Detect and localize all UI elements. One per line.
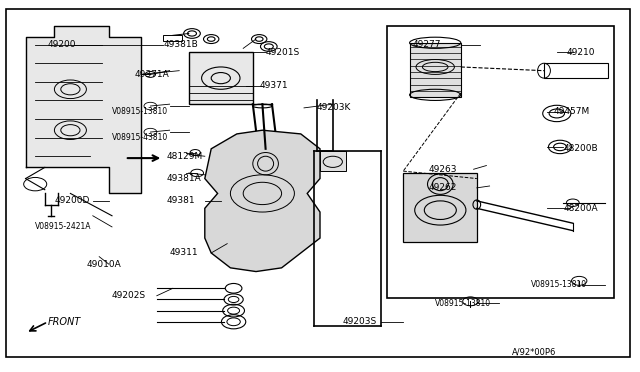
Text: 49200D: 49200D	[54, 196, 90, 205]
Text: 49203S: 49203S	[342, 317, 377, 326]
Bar	[544, 63, 608, 78]
Polygon shape	[205, 130, 320, 272]
Text: 49200: 49200	[48, 40, 77, 49]
Text: 49263: 49263	[429, 165, 458, 174]
Text: FRONT: FRONT	[48, 317, 81, 327]
Text: 49371A: 49371A	[134, 70, 169, 79]
Text: 48200A: 48200A	[563, 204, 598, 213]
Text: V08915-13810: V08915-13810	[112, 107, 168, 116]
Bar	[403, 173, 477, 242]
Text: 49210: 49210	[566, 48, 595, 57]
Text: V08915-13810: V08915-13810	[531, 280, 588, 289]
Text: 49010A: 49010A	[86, 260, 121, 269]
Text: 49381: 49381	[166, 196, 195, 205]
Polygon shape	[26, 26, 141, 193]
Text: 49381B: 49381B	[163, 40, 198, 49]
Bar	[163, 35, 182, 41]
Text: A/92*00P6: A/92*00P6	[512, 347, 556, 356]
Text: 49262: 49262	[429, 183, 457, 192]
Text: 49202S: 49202S	[112, 291, 146, 300]
Text: 49457M: 49457M	[554, 107, 590, 116]
Text: V08915-2421A: V08915-2421A	[35, 222, 92, 231]
Text: 49381A: 49381A	[166, 174, 201, 183]
Text: 49371: 49371	[259, 81, 288, 90]
Text: 49203K: 49203K	[317, 103, 351, 112]
Text: 48200B: 48200B	[563, 144, 598, 153]
Text: V08915-13810: V08915-13810	[435, 299, 492, 308]
Text: 49311: 49311	[170, 248, 198, 257]
Text: V08915-43810: V08915-43810	[112, 133, 168, 142]
Text: 48129M: 48129M	[166, 152, 203, 161]
Text: 49277: 49277	[413, 40, 442, 49]
Bar	[320, 151, 346, 171]
Bar	[189, 52, 253, 104]
Bar	[410, 43, 461, 97]
Text: 49201S: 49201S	[266, 48, 300, 57]
Bar	[387, 26, 614, 298]
